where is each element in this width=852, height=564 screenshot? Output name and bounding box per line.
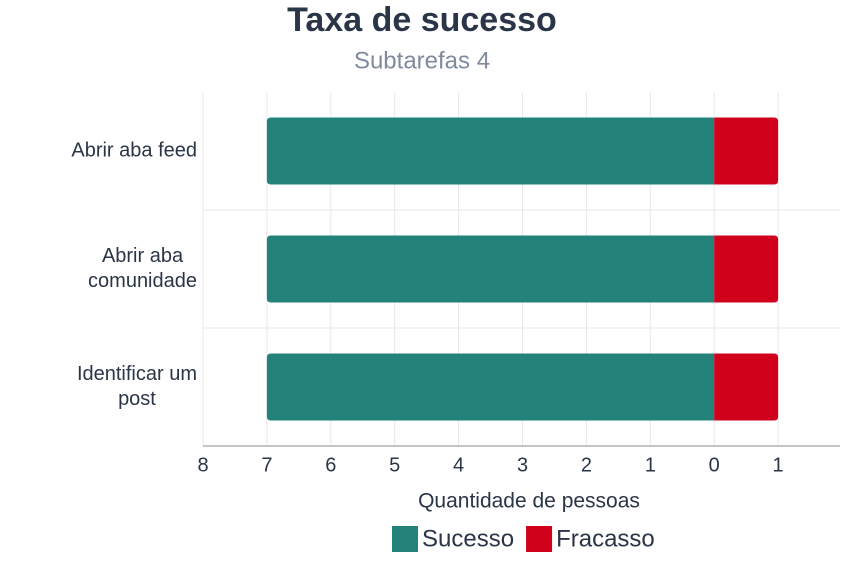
x-tick-label: 4: [453, 454, 464, 476]
x-tick-label: 7: [261, 454, 272, 476]
x-axis-title: Quantidade de pessoas: [418, 490, 640, 513]
y-tick-label: Identificar um post: [76, 363, 197, 410]
y-tick-label: Abrir aba comunidade: [88, 245, 197, 292]
bar: [266, 353, 715, 421]
legend-swatch: [526, 526, 553, 552]
x-tick-label: 5: [389, 454, 400, 476]
x-tick-label: 2: [581, 454, 592, 476]
legend-swatch: [392, 526, 418, 552]
bar: [266, 235, 715, 303]
bar: [266, 117, 715, 185]
x-tick-label: 0: [709, 454, 720, 476]
x-tick-label: 1: [645, 454, 656, 476]
bar: [714, 235, 779, 303]
chart-title: Taxa de sucesso: [287, 1, 557, 39]
y-tick-label: Abrir aba feed: [71, 139, 197, 162]
x-tick-label: 6: [325, 454, 336, 476]
bar: [714, 353, 779, 421]
legend-label: Fracasso: [556, 525, 655, 552]
x-tick-label: 1: [773, 454, 784, 476]
x-tick-label: 8: [197, 454, 208, 476]
chart-subtitle: Subtarefas 4: [354, 47, 490, 74]
bar: [714, 117, 779, 185]
x-tick-label: 3: [517, 454, 528, 476]
legend-label: Sucesso: [422, 525, 514, 552]
